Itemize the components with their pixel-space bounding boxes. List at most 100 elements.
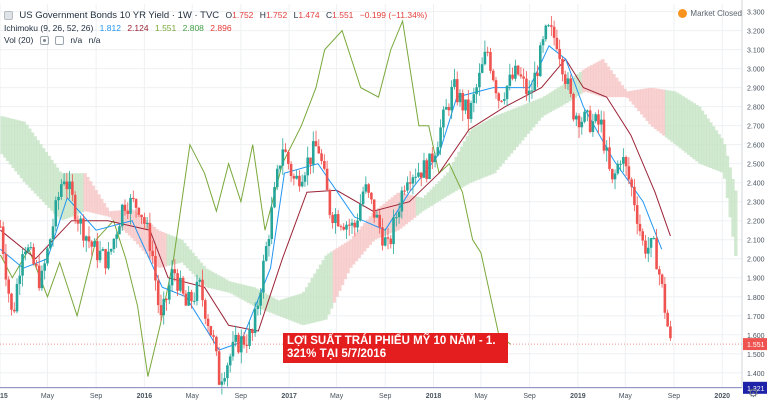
candle-body <box>306 157 310 176</box>
candle-body <box>527 90 531 95</box>
candle-body <box>40 270 44 289</box>
candle-body <box>195 281 199 301</box>
candle-body <box>98 250 102 261</box>
candle-body <box>300 181 304 187</box>
cloud-strip <box>451 162 456 193</box>
cloud-strip <box>263 293 267 311</box>
cloud-strip <box>277 300 281 316</box>
candle-body <box>563 74 567 84</box>
x-tick-label: Sep <box>235 393 248 400</box>
kijun-sen-line <box>0 58 671 332</box>
cloud-strip <box>180 239 184 263</box>
cloud-strip <box>357 229 361 258</box>
candle-body <box>273 187 276 208</box>
y-tick-label: 3.200 <box>747 29 765 36</box>
cloud-strip <box>407 194 411 223</box>
cloud-strip <box>302 291 306 326</box>
cloud-strip <box>210 271 215 289</box>
candle-body <box>649 238 653 248</box>
symbol-legend: US Government Bonds 10 YR Yield · 1W · T… <box>4 10 431 21</box>
candle-body <box>547 25 550 27</box>
candle-body <box>192 300 196 302</box>
candle-body <box>500 100 503 102</box>
x-tick-label: Sep <box>90 393 103 400</box>
candle-body <box>217 351 221 385</box>
cloud-strip <box>587 66 591 93</box>
cloud-strip <box>102 203 107 216</box>
candle-body <box>4 253 8 280</box>
volume-name[interactable]: Vol (20) <box>4 35 34 45</box>
candle-body <box>608 147 611 169</box>
candle-body <box>356 220 359 228</box>
candle-body <box>447 107 451 111</box>
candle-body <box>68 181 71 190</box>
cloud-strip <box>108 211 112 218</box>
y-tick-label: 2.800 <box>747 105 765 112</box>
cloud-strip <box>498 113 503 167</box>
cloud-strip <box>17 120 21 175</box>
chart-settings-icon[interactable]: ⚙ <box>748 386 759 400</box>
cloud-strip <box>199 262 204 283</box>
cloud-strip <box>3 116 7 158</box>
candle-body <box>599 119 603 125</box>
eye-icon[interactable] <box>39 36 49 46</box>
ichimoku-name[interactable]: Ichimoku (9, 26, 52, 26) <box>4 23 94 33</box>
cloud-strip <box>725 155 730 199</box>
cloud-strip <box>307 282 312 324</box>
cloud-strip <box>219 276 223 291</box>
candle-body <box>646 247 650 254</box>
y-tick-label: 2.300 <box>747 200 765 207</box>
candle-body <box>372 199 376 218</box>
candle-body <box>583 111 586 122</box>
candle-body <box>389 238 393 245</box>
candle-body <box>145 223 149 225</box>
market-status: Market Closed <box>678 9 742 19</box>
volume-value-1: n/a <box>70 35 83 45</box>
cloud-strip <box>172 236 176 265</box>
cloud-strip <box>518 106 522 144</box>
volume-legend[interactable]: Vol (20) n/a n/a <box>4 35 104 46</box>
cloud-strip <box>332 249 337 303</box>
candle-body <box>655 238 658 270</box>
cloud-strip <box>656 88 660 132</box>
ichimoku-legend[interactable]: Ichimoku (9, 26, 52, 26) 1.812 2.124 1.5… <box>4 23 236 33</box>
candlestick-series <box>0 16 672 395</box>
cloud-strip <box>651 87 655 127</box>
cloud-strip <box>581 69 586 93</box>
candle-body <box>37 265 41 289</box>
candle-body <box>209 326 213 336</box>
cloud-strip <box>606 66 611 98</box>
symbol-title[interactable]: US Government Bonds 10 YR Yield · 1W · T… <box>19 10 220 21</box>
cloud-strip <box>711 126 716 170</box>
candle-body <box>84 236 88 241</box>
candle-body <box>511 74 514 79</box>
cloud-strip <box>352 235 356 265</box>
cloud-strip <box>385 201 389 235</box>
candle-body <box>43 263 46 271</box>
cloud-strip <box>158 230 162 268</box>
candle-body <box>397 211 401 218</box>
cloud-strip <box>141 217 145 251</box>
cloud-strip <box>249 286 253 305</box>
settings-icon[interactable] <box>55 36 65 46</box>
cloud-strip <box>241 284 245 300</box>
cloud-strip <box>83 173 87 212</box>
candle-body <box>223 378 226 382</box>
candle-body <box>154 255 157 281</box>
y-tick-label: 3.000 <box>747 67 765 74</box>
x-tick-label: Sep <box>668 393 681 400</box>
candle-body <box>228 356 232 366</box>
candle-body <box>256 305 260 310</box>
candle-body <box>201 279 204 301</box>
candle-body <box>425 160 429 179</box>
cloud-strip <box>645 88 649 121</box>
candle-body <box>101 249 105 251</box>
volume-value-2: n/a <box>88 35 101 45</box>
candle-body <box>544 25 548 40</box>
ohlc-open-value: 1.752 <box>232 10 254 20</box>
candle-body <box>635 205 639 224</box>
candle-body <box>641 231 645 241</box>
candle-body <box>558 48 561 60</box>
cloud-strip <box>426 192 431 208</box>
